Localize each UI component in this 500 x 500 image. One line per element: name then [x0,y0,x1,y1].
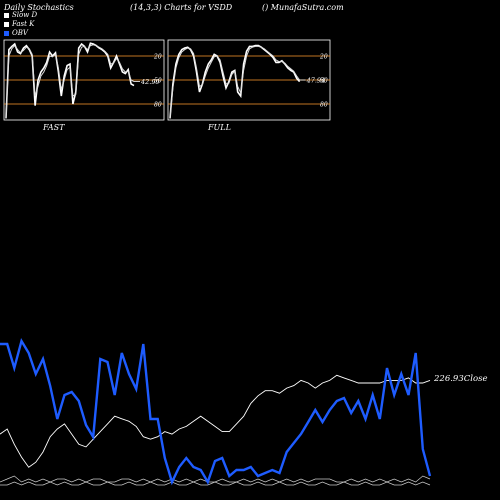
fast-series-line-1 [5,44,135,119]
legend-swatch-fast-k [4,22,9,27]
legend-item-slow-d: Slow D [4,11,37,20]
legend: Slow D Fast K OBV [4,11,37,38]
legend-label-slow-d: Slow D [12,11,38,19]
header-right: () MunafaSutra.com [262,3,344,12]
fast-last-value-label: 42.99 [140,78,160,86]
legend-item-fast-k: Fast K [4,20,37,29]
fast-tick-label-20: 80 [154,102,162,109]
full-tick-label-50: 50 [320,78,328,85]
legend-label-fast-k: Fast K [12,20,35,28]
header-center: (14,3,3) Charts for VSDD [130,3,233,12]
close-price-suffix: Close [463,374,488,384]
header-left: Daily Stochastics [4,3,74,12]
volume-line-3 [0,481,431,486]
legend-swatch-slow-d [4,13,9,18]
legend-swatch-obv [4,31,9,36]
full-panel-title: FULL [208,123,231,132]
close-price-line [0,374,431,468]
legend-label-obv: OBV [12,29,28,37]
volume-line-2 [0,475,431,483]
fast-series-line-0 [5,42,135,119]
legend-item-obv: OBV [4,29,37,38]
obv-line [0,337,432,486]
fast-panel-title: FAST [43,123,65,132]
full-tick-label-20: 80 [320,102,328,109]
fast-tick-label-80: 20 [153,54,162,61]
full-last-value-label: 47.94 [306,77,326,85]
close-price-value: 226.93 [434,374,464,384]
full-series-line-0 [169,44,301,119]
fast-tick-label-50: 50 [154,78,162,85]
full-series-line-1 [169,45,301,119]
full-tick-label-80: 20 [319,54,328,61]
close-price-label: 226.93Close [434,374,487,384]
